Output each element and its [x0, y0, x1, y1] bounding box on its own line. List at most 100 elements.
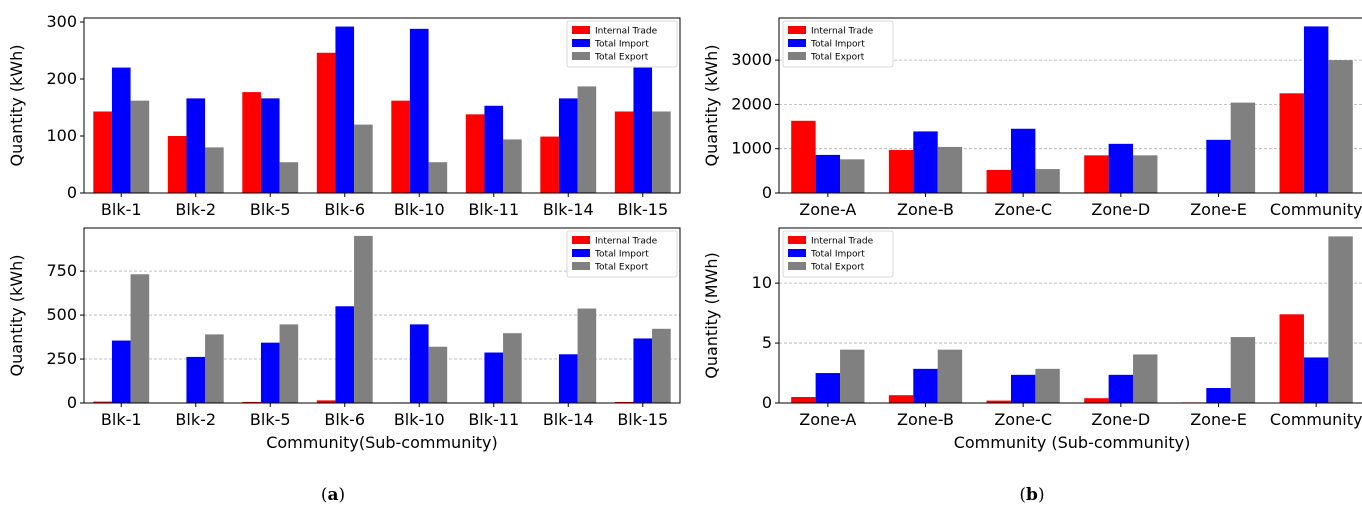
legend-label: Total Import	[810, 40, 865, 50]
y-tick-label: 500	[46, 305, 77, 324]
bar-total-export-blk-15	[652, 329, 671, 403]
y-tick-label: 300	[46, 12, 77, 31]
bar-total-export-blk-14	[578, 309, 597, 403]
bar-total-import-zone-b	[913, 131, 937, 193]
bar-total-import-zone-c	[1011, 129, 1035, 193]
x-tick-label: Zone-B	[897, 410, 954, 429]
bar-total-export-zone-a	[840, 159, 864, 193]
bar-total-import-blk-10	[410, 324, 429, 403]
bar-internal-trade-blk-15	[615, 111, 634, 193]
bar-total-import-zone-b	[913, 369, 937, 403]
legend-swatch	[788, 262, 806, 270]
y-tick-label: 200	[46, 69, 77, 88]
bar-total-import-blk-1	[112, 68, 131, 193]
bar-total-import-blk-15	[633, 68, 652, 193]
bar-total-import-blk-6	[335, 306, 354, 403]
legend-swatch	[572, 52, 590, 60]
bar-total-import-blk-2	[186, 357, 205, 403]
bar-total-export-zone-d	[1133, 155, 1157, 193]
y-axis-label: Quantity (MWh)	[702, 252, 721, 378]
bar-internal-trade-zone-d	[1084, 398, 1108, 403]
bar-total-export-blk-10	[429, 162, 448, 193]
bar-total-import-blk-11	[484, 106, 503, 193]
x-tick-label: Blk-2	[175, 200, 216, 219]
y-tick-label: 0	[762, 393, 772, 412]
bar-internal-trade-zone-b	[889, 150, 913, 193]
x-tick-label: Zone-C	[994, 410, 1052, 429]
y-tick-label: 100	[46, 126, 77, 145]
bar-internal-trade-blk-14	[540, 137, 559, 193]
legend-swatch	[572, 26, 590, 34]
bar-internal-trade-zone-a	[791, 121, 815, 193]
legend: Internal Trade Total Import Total Export	[783, 21, 893, 67]
x-tick-label: Zone-D	[1091, 200, 1150, 219]
x-tick-label: Zone-E	[1190, 410, 1247, 429]
x-tick-label: Zone-B	[897, 200, 954, 219]
bar-total-export-blk-6	[354, 125, 373, 193]
y-tick-label: 250	[46, 349, 77, 368]
x-tick-label: Blk-15	[617, 410, 668, 429]
x-tick-label: Blk-6	[324, 410, 365, 429]
x-tick-label: Blk-14	[543, 200, 594, 219]
x-tick-label: Blk-10	[394, 200, 445, 219]
bar-internal-trade-community	[1280, 314, 1304, 403]
legend-label: Total Export	[810, 263, 865, 273]
x-tick-label: Zone-D	[1091, 410, 1150, 429]
x-tick-label: Community	[1270, 410, 1362, 429]
bar-total-export-zone-b	[938, 350, 962, 403]
bar-total-export-zone-c	[1035, 369, 1059, 403]
y-tick-label: 0	[762, 183, 772, 202]
y-tick-label: 5	[762, 333, 772, 352]
legend-label: Total Export	[810, 53, 865, 63]
x-tick-label: Zone-E	[1190, 200, 1247, 219]
bar-total-import-zone-a	[816, 155, 840, 193]
x-tick-label: Blk-5	[250, 200, 291, 219]
bar-total-export-zone-c	[1035, 169, 1059, 193]
legend-swatch	[788, 52, 806, 60]
y-axis-label: Quantity (kWh)	[7, 255, 26, 377]
bar-total-import-blk-5	[261, 343, 280, 403]
caption-b-letter: b	[1026, 485, 1038, 505]
caption-a: (a)	[321, 485, 345, 505]
legend-label: Internal Trade	[811, 27, 874, 37]
legend-swatch	[572, 39, 590, 47]
bar-internal-trade-zone-b	[889, 395, 913, 403]
caption-b: (b)	[1019, 485, 1044, 505]
bar-total-import-blk-15	[633, 338, 652, 403]
legend-swatch	[788, 26, 806, 34]
bar-internal-trade-blk-1	[93, 111, 112, 193]
legend-label: Internal Trade	[595, 237, 658, 247]
y-axis-label: Quantity (kWh)	[7, 45, 26, 167]
legend-swatch	[788, 39, 806, 47]
y-tick-label: 0	[67, 183, 77, 202]
legend-label: Internal Trade	[811, 237, 874, 247]
bar-internal-trade-zone-a	[791, 397, 815, 403]
legend-label: Total Import	[810, 250, 865, 260]
bar-total-export-blk-2	[205, 147, 224, 193]
legend-swatch	[572, 249, 590, 257]
bar-total-export-zone-b	[938, 147, 962, 193]
bar-total-export-zone-e	[1231, 337, 1255, 403]
y-tick-label: 1000	[731, 139, 772, 158]
bar-total-export-blk-5	[280, 162, 299, 193]
x-tick-label: Blk-6	[324, 200, 365, 219]
x-tick-label: Zone-A	[799, 410, 856, 429]
bar-total-import-blk-1	[112, 341, 131, 403]
bar-internal-trade-blk-6	[317, 53, 336, 193]
bar-total-export-blk-11	[503, 139, 522, 193]
bar-total-export-blk-5	[280, 324, 299, 403]
bar-total-export-blk-1	[131, 274, 150, 403]
legend-swatch	[788, 249, 806, 257]
legend-label: Total Import	[594, 40, 649, 50]
x-tick-label: Blk-5	[250, 410, 291, 429]
y-tick-label: 3000	[731, 50, 772, 69]
x-tick-label: Blk-11	[468, 200, 519, 219]
bar-total-import-blk-14	[559, 98, 578, 193]
bar-total-import-zone-a	[816, 373, 840, 403]
